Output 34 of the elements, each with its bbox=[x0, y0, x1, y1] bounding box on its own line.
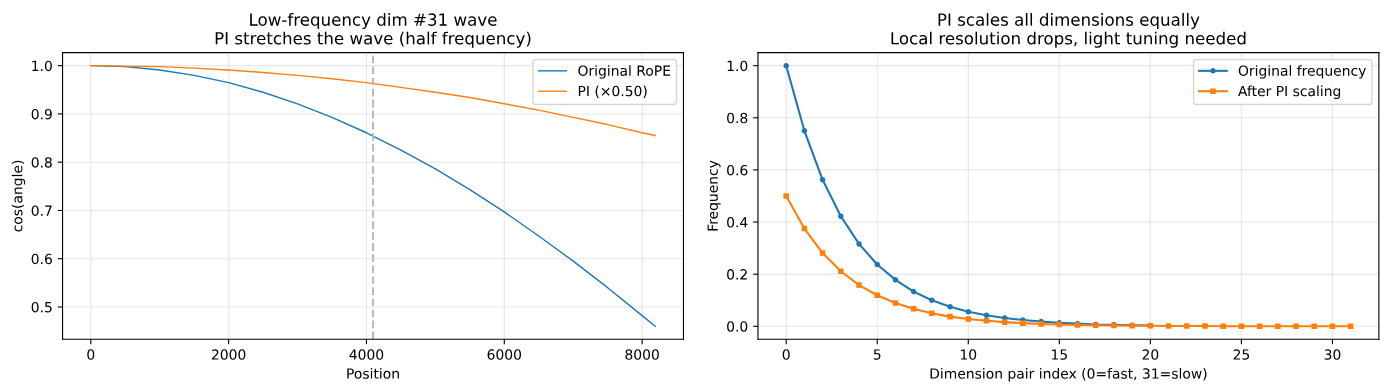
x-tick-label: 0 bbox=[87, 349, 95, 360]
y-tick-label: 0.6 bbox=[727, 164, 748, 176]
x-tick-label: 5 bbox=[873, 349, 881, 360]
legend-label: After PI scaling bbox=[1238, 85, 1341, 99]
y-tick-label: 0.0 bbox=[727, 321, 748, 332]
y-tick-label: 0.7 bbox=[31, 205, 52, 216]
y-tick-label: 0.2 bbox=[727, 269, 747, 280]
x-tick-label: 10 bbox=[960, 349, 977, 360]
legend-label: Original RoPE bbox=[578, 65, 671, 79]
x-axis-title: Dimension pair index (0=fast, 31=slow) bbox=[930, 368, 1207, 382]
x-tick-label: 25 bbox=[1233, 349, 1250, 360]
chart-title: PI scales all dimensions equally Local resolution drops, light tuning needed bbox=[891, 12, 1246, 48]
y-tick-label: 0.6 bbox=[31, 253, 52, 265]
y-tick-label: 1.0 bbox=[32, 60, 52, 72]
y-tick-label: 0.5 bbox=[31, 301, 52, 313]
x-tick-label: 15 bbox=[1052, 349, 1067, 360]
x-axis-title: Position bbox=[347, 368, 399, 379]
y-axis-title: cos(angle) bbox=[11, 160, 26, 232]
x-tick-label: 30 bbox=[1324, 349, 1341, 360]
chart-title: Low-frequency dim #31 wave PI stretches the wave (half frequency) bbox=[215, 12, 531, 48]
y-tick-label: 1.0 bbox=[727, 60, 748, 72]
legend-label: Original frequency bbox=[1238, 65, 1366, 79]
legend-label: PI (×0.50) bbox=[578, 85, 647, 98]
x-tick-label: 8000 bbox=[625, 349, 659, 360]
y-tick-label: 0.8 bbox=[31, 157, 52, 168]
x-tick-label: 0 bbox=[782, 349, 790, 360]
y-tick-label: 0.4 bbox=[727, 217, 748, 228]
y-tick-label: 0.9 bbox=[31, 108, 52, 120]
x-tick-label: 20 bbox=[1142, 349, 1159, 360]
x-tick-label: 6000 bbox=[487, 349, 522, 360]
x-tick-label: 2000 bbox=[211, 349, 246, 360]
y-axis-title: Frequency bbox=[707, 160, 721, 231]
y-tick-label: 0.8 bbox=[727, 112, 748, 124]
x-tick-label: 4000 bbox=[349, 349, 384, 360]
